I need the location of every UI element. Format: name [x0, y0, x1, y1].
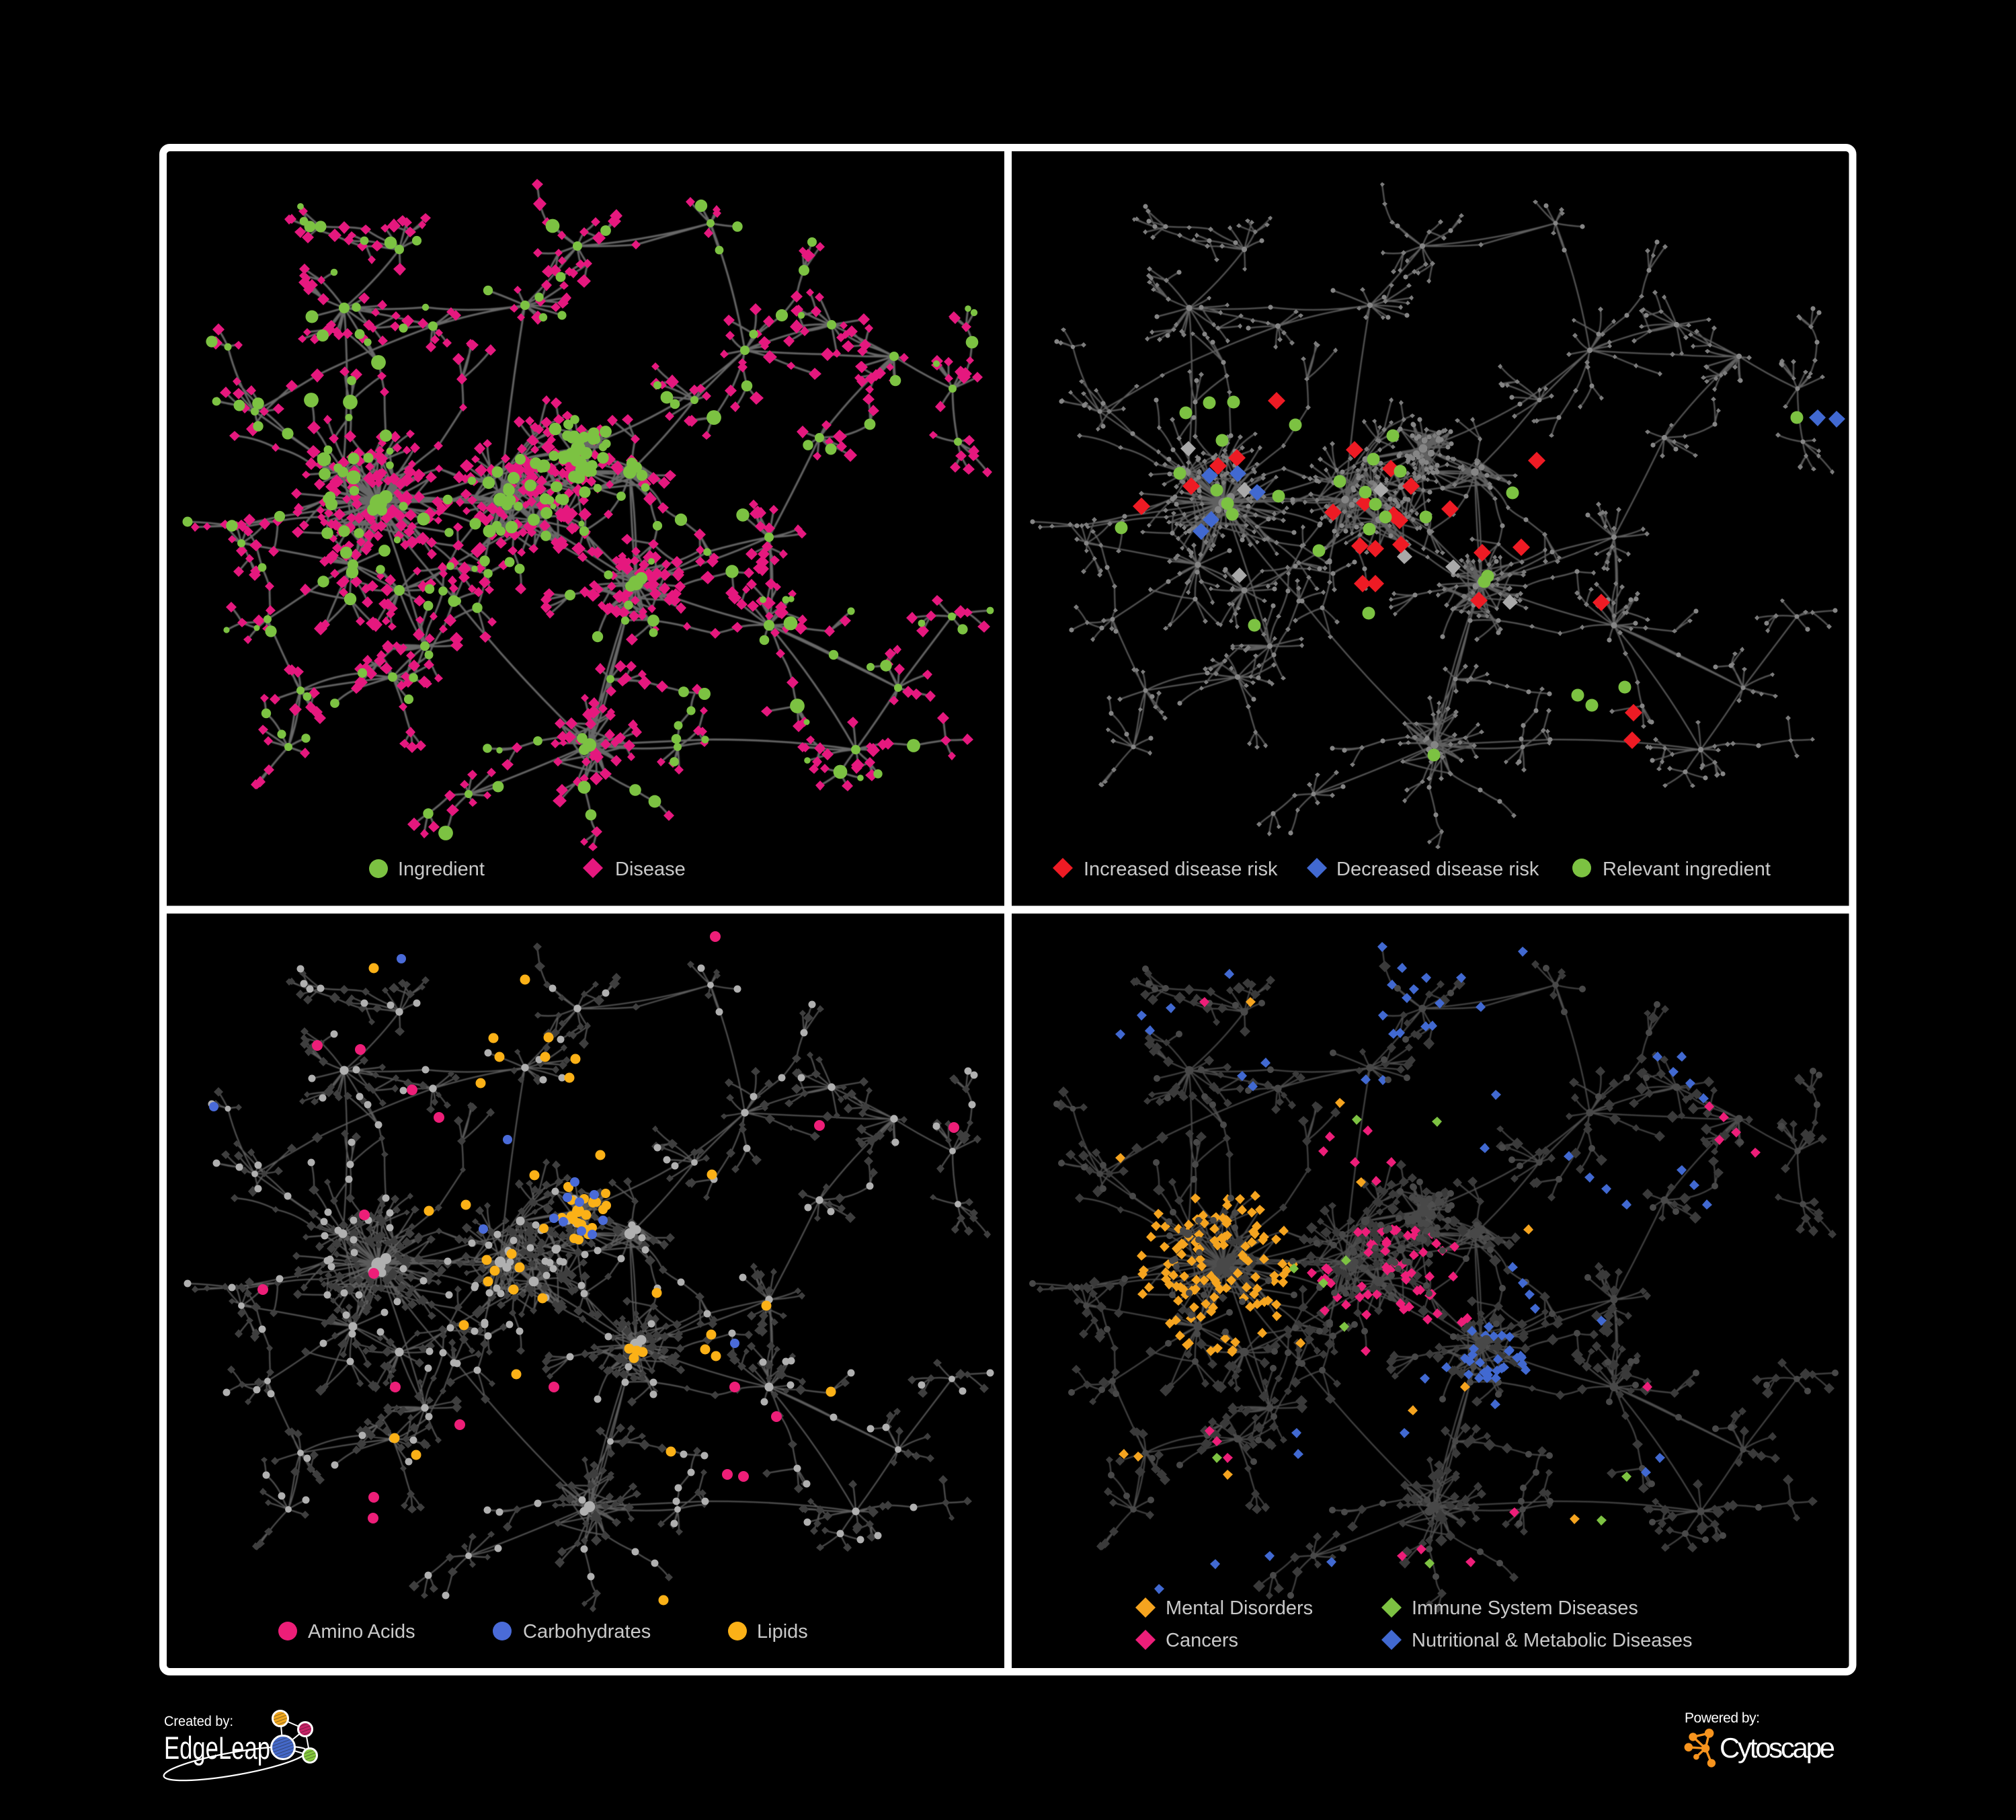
- svg-text:Decreased disease risk: Decreased disease risk: [1336, 859, 1539, 880]
- svg-text:Disease: Disease: [615, 859, 686, 880]
- svg-text:Powered by:: Powered by:: [1685, 1710, 1760, 1726]
- svg-text:Cancers: Cancers: [1166, 1630, 1238, 1651]
- svg-text:Ingredient: Ingredient: [398, 859, 485, 880]
- svg-text:Mental Disorders: Mental Disorders: [1166, 1597, 1313, 1619]
- svg-text:Cytoscape: Cytoscape: [1720, 1732, 1835, 1764]
- svg-text:Immune System Diseases: Immune System Diseases: [1412, 1597, 1638, 1619]
- svg-text:Lipids: Lipids: [757, 1621, 808, 1643]
- svg-text:Nutritional & Metabolic Diseas: Nutritional & Metabolic Diseases: [1412, 1630, 1692, 1651]
- svg-text:EdgeLeap: EdgeLeap: [164, 1730, 270, 1766]
- svg-text:Carbohydrates: Carbohydrates: [523, 1621, 651, 1643]
- svg-text:Amino Acids: Amino Acids: [308, 1621, 415, 1643]
- svg-text:Increased disease risk: Increased disease risk: [1084, 859, 1278, 880]
- svg-text:Relevant ingredient: Relevant ingredient: [1603, 859, 1771, 880]
- svg-text:Created by:: Created by:: [164, 1714, 233, 1729]
